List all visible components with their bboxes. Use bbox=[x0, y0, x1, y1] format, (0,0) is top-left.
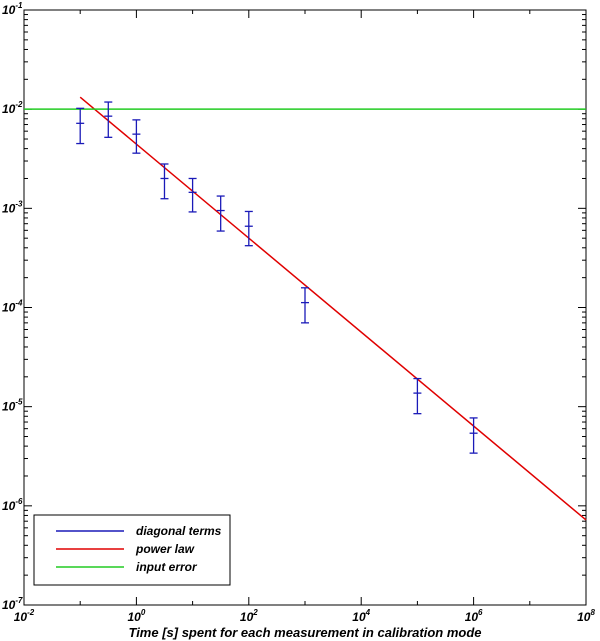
power-law-line bbox=[79, 96, 587, 521]
x-tick-label-exp: 6 bbox=[478, 608, 483, 617]
x-tick-label-base: 10 bbox=[240, 610, 254, 624]
diagonal-terms-point bbox=[244, 210, 253, 247]
diagonal-terms-point bbox=[413, 377, 422, 415]
y-tick-label-base: 10 bbox=[2, 3, 16, 17]
x-tick-label-base: 10 bbox=[577, 610, 591, 624]
legend-label-input-error: input error bbox=[136, 560, 198, 574]
diagonal-terms-point bbox=[132, 119, 141, 154]
y-tick-label-base: 10 bbox=[2, 499, 16, 513]
y-tick-label-exp: -5 bbox=[15, 398, 23, 407]
x-tick-label-base: 10 bbox=[127, 610, 141, 624]
diagonal-terms-point bbox=[104, 101, 113, 138]
diagonal-terms-point bbox=[76, 107, 85, 145]
x-tick-label-base: 10 bbox=[465, 610, 479, 624]
y-tick-label: 10-2 bbox=[2, 100, 23, 116]
y-tick-label: 10-3 bbox=[2, 199, 23, 215]
y-tick-label: 10-1 bbox=[2, 1, 23, 17]
ticks-layer: 10-2 100 102 104 106 10810-710-610-510-410-31… bbox=[2, 1, 595, 624]
diagonal-terms-point bbox=[160, 163, 169, 200]
x-tick-label-base: 10 bbox=[352, 610, 366, 624]
y-tick-label-base: 10 bbox=[2, 102, 16, 116]
x-tick-label-exp: 4 bbox=[365, 608, 371, 617]
y-tick-label-exp: -4 bbox=[15, 299, 23, 308]
y-tick-label: 10-4 bbox=[2, 299, 23, 315]
points-layer bbox=[76, 101, 478, 454]
x-tick-label: 106 bbox=[465, 608, 483, 624]
y-tick-label: 10-6 bbox=[2, 497, 23, 513]
x-tick-label: 10-2 bbox=[14, 608, 35, 624]
legend-box bbox=[33, 514, 231, 586]
y-tick-label-base: 10 bbox=[2, 301, 16, 315]
y-tick-label-base: 10 bbox=[2, 598, 16, 612]
diagonal-terms-point bbox=[216, 195, 225, 232]
diagonal-terms-point bbox=[469, 417, 478, 454]
y-tick-label-exp: -7 bbox=[15, 596, 23, 605]
x-tick-label: 108 bbox=[577, 608, 595, 624]
x-tick-label-exp: 2 bbox=[252, 608, 258, 617]
x-tick-label: 102 bbox=[240, 608, 258, 624]
y-tick-label: 10-7 bbox=[2, 596, 23, 612]
x-tick-label-base: 10 bbox=[14, 610, 28, 624]
legend: diagonal terms power law input error bbox=[33, 514, 231, 586]
diagonal-terms-point bbox=[301, 287, 309, 324]
y-tick-label-exp: -1 bbox=[15, 1, 23, 10]
x-tick-label-exp: 0 bbox=[141, 608, 146, 617]
x-tick-label: 104 bbox=[352, 608, 370, 624]
y-tick-label-exp: -2 bbox=[15, 100, 23, 109]
legend-label-power-law: power law bbox=[135, 542, 195, 556]
x-tick-label-exp: -2 bbox=[27, 608, 35, 617]
y-tick-label-exp: -6 bbox=[15, 497, 23, 506]
y-tick-label-exp: -3 bbox=[15, 199, 23, 208]
y-tick-label: 10-5 bbox=[2, 398, 23, 414]
x-tick-label-exp: 8 bbox=[590, 608, 595, 617]
y-tick-label-base: 10 bbox=[2, 400, 16, 414]
legend-label-diagonal-terms: diagonal terms bbox=[136, 524, 222, 538]
x-tick-label: 100 bbox=[127, 608, 145, 624]
diagonal-terms-point bbox=[188, 177, 197, 213]
x-axis-title: Time [s] spent for each measurement in c… bbox=[128, 625, 481, 640]
y-tick-label-base: 10 bbox=[2, 201, 16, 215]
